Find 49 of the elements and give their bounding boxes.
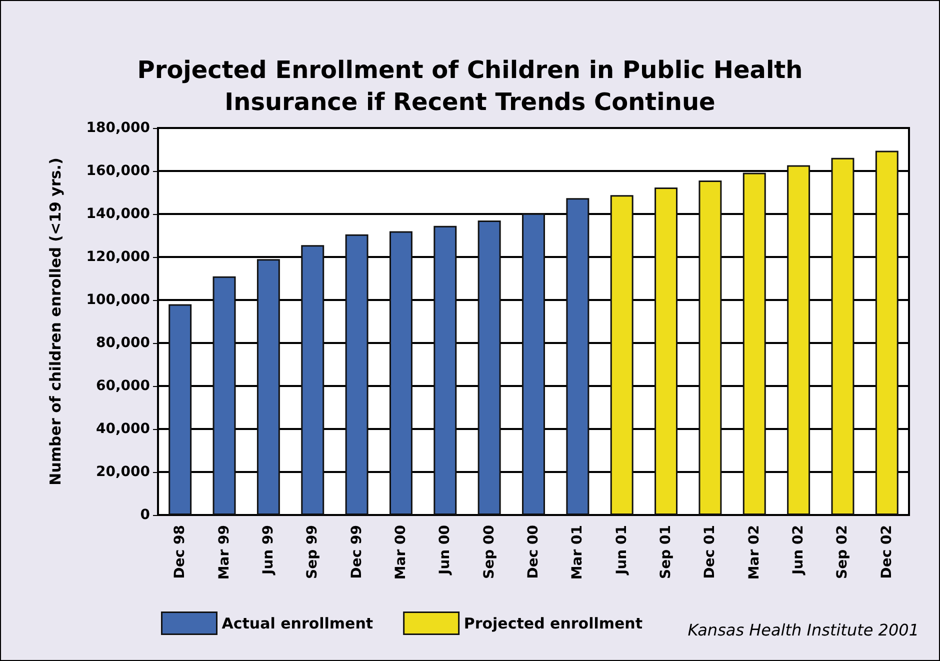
bar [787,165,810,515]
bar [389,231,412,515]
x-tick-label: Sep 99 [304,525,321,579]
y-axis-title: Number of children enrolled (<19 yrs.) [46,158,64,486]
x-tick-label: Sep 01 [658,525,674,579]
y-tick-label: 140,000 [86,206,150,222]
y-tick-label: 100,000 [86,292,150,308]
bar [256,259,280,515]
bar [168,304,192,515]
x-tick-label: Dec 01 [702,525,718,579]
chart-title: Projected Enrollment of Children in Public Health Insurance if Recent Trends Continue [137,56,803,116]
x-tick-label: Sep 02 [834,525,851,579]
bar [610,195,634,515]
x-tick-label: Mar 02 [746,525,762,580]
y-tick-label: 0 [140,507,150,523]
y-tick-label: 20,000 [96,464,150,480]
y-tick-label: 80,000 [96,335,150,351]
x-tick-label: Jun 01 [614,525,630,576]
bar [698,180,722,515]
legend-label: Actual enrollment [222,614,374,632]
x-tick-label: Jun 02 [790,525,807,576]
x-tick-label: Jun 00 [437,524,454,576]
x-tick-label: Mar 00 [392,524,409,580]
y-tick-label: 180,000 [86,120,150,136]
text: Kansas Health Institute 2001 [688,620,920,640]
bar [875,150,898,515]
bar [345,234,368,515]
y-tick-label: 40,000 [96,421,150,437]
x-tick-label: Mar 99 [216,525,232,580]
bar [654,188,678,515]
y-tick-label: 120,000 [86,249,150,265]
x-tick-label: Dec 02 [878,525,895,579]
bar [742,172,766,515]
bar [522,213,545,515]
y-tick-label: 60,000 [96,378,150,394]
y-tick-label: 160,000 [86,163,150,179]
x-tick-label: Mar 01 [570,525,586,580]
bar [478,220,501,515]
bar [566,198,590,515]
bar [301,245,324,515]
x-tick-label: Sep 00 [481,524,498,579]
x-tick-label: Dec 00 [526,524,542,579]
x-tick-label: Jun 99 [260,525,276,576]
x-tick-label: Dec 98 [172,525,188,579]
legend-label: Projected enrollment [464,614,643,632]
bar [831,158,854,515]
bar [434,226,457,515]
x-tick-label: Dec 99 [348,525,365,579]
bar [212,276,236,515]
